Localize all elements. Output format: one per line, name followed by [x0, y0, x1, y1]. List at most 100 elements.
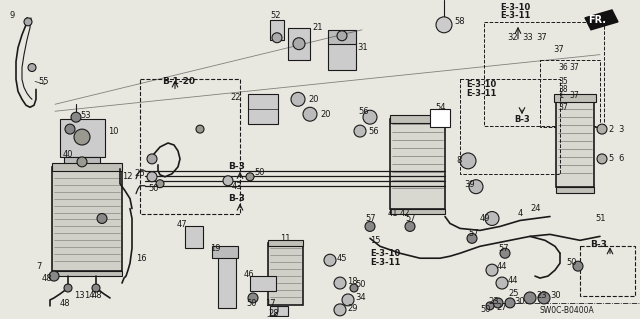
Circle shape	[248, 293, 258, 303]
Text: 21: 21	[312, 23, 323, 32]
Circle shape	[272, 33, 282, 43]
Text: 25: 25	[508, 289, 518, 299]
Text: 50: 50	[480, 305, 490, 314]
Text: 7: 7	[36, 262, 42, 271]
Bar	[270, 20, 284, 40]
Circle shape	[324, 254, 336, 266]
Text: 15: 15	[370, 236, 381, 245]
Text: 23: 23	[536, 292, 547, 300]
Text: 4: 4	[518, 209, 524, 218]
Text: 6: 6	[618, 154, 623, 163]
Circle shape	[524, 292, 536, 304]
Circle shape	[147, 154, 157, 164]
Circle shape	[350, 284, 358, 292]
Bar	[328, 30, 356, 44]
Circle shape	[71, 112, 81, 122]
Circle shape	[334, 304, 346, 316]
Text: 50: 50	[148, 184, 159, 193]
Text: 50: 50	[246, 300, 257, 308]
Bar	[248, 94, 278, 124]
Circle shape	[334, 277, 346, 289]
Bar	[60, 119, 105, 157]
Circle shape	[303, 107, 317, 121]
Bar	[250, 276, 276, 291]
Text: 53: 53	[80, 111, 91, 120]
Text: B-3: B-3	[590, 240, 607, 249]
Text: 44: 44	[508, 276, 518, 285]
Bar	[390, 209, 445, 213]
Text: B-3: B-3	[228, 162, 245, 171]
Circle shape	[597, 124, 607, 134]
Text: 12: 12	[122, 172, 132, 181]
Text: 57: 57	[365, 214, 376, 223]
Bar	[52, 167, 122, 271]
Circle shape	[573, 261, 583, 271]
Text: 56: 56	[358, 107, 369, 116]
Circle shape	[223, 176, 233, 186]
Circle shape	[505, 298, 515, 308]
Text: 44: 44	[497, 262, 508, 271]
Circle shape	[493, 298, 503, 308]
Circle shape	[597, 154, 607, 164]
Text: 24: 24	[530, 204, 541, 213]
Circle shape	[496, 277, 508, 289]
Text: 36: 36	[558, 63, 568, 72]
Text: 11: 11	[280, 234, 291, 243]
Bar	[52, 271, 122, 276]
Text: 50: 50	[355, 279, 365, 289]
Bar	[556, 187, 594, 193]
Text: 5: 5	[608, 154, 613, 163]
Circle shape	[246, 173, 254, 181]
Circle shape	[467, 234, 477, 243]
Text: 22: 22	[230, 93, 241, 102]
Circle shape	[65, 124, 75, 134]
Text: E-3-10: E-3-10	[500, 4, 531, 12]
Text: 33: 33	[522, 33, 532, 42]
Circle shape	[460, 153, 476, 169]
Circle shape	[436, 17, 452, 33]
Text: 58: 58	[454, 17, 465, 26]
Text: 45: 45	[337, 254, 348, 263]
Circle shape	[291, 93, 305, 106]
Circle shape	[365, 221, 375, 231]
Circle shape	[486, 264, 498, 276]
Text: 40: 40	[63, 151, 73, 160]
Circle shape	[77, 157, 87, 167]
Bar	[556, 97, 594, 187]
Circle shape	[538, 292, 550, 304]
Circle shape	[485, 211, 499, 226]
Text: 55: 55	[38, 77, 49, 86]
Text: 19: 19	[210, 244, 221, 253]
Circle shape	[500, 248, 510, 258]
Text: 51: 51	[595, 214, 605, 223]
Text: 56: 56	[368, 127, 379, 136]
Text: 57: 57	[498, 244, 509, 253]
Circle shape	[196, 125, 204, 133]
Circle shape	[486, 302, 494, 310]
Circle shape	[24, 18, 32, 26]
Bar	[52, 163, 122, 171]
Circle shape	[469, 180, 483, 194]
Circle shape	[342, 294, 354, 306]
Text: 41: 41	[388, 209, 399, 218]
Text: B-3: B-3	[228, 194, 245, 203]
Bar	[212, 246, 238, 258]
Bar	[185, 226, 203, 248]
Text: 35: 35	[558, 77, 568, 86]
Text: 57: 57	[468, 229, 479, 238]
Bar	[328, 42, 356, 70]
Text: 16: 16	[136, 254, 147, 263]
Text: 2: 2	[608, 125, 613, 134]
Bar	[140, 79, 240, 213]
Text: 39: 39	[464, 180, 475, 189]
Text: 48: 48	[42, 274, 52, 283]
Text: 42: 42	[400, 209, 410, 218]
Bar	[540, 60, 600, 127]
Text: 27: 27	[496, 303, 507, 312]
Text: E-3-11: E-3-11	[500, 11, 531, 20]
Circle shape	[49, 271, 59, 281]
Circle shape	[64, 284, 72, 292]
Text: 34: 34	[355, 293, 365, 302]
Circle shape	[405, 221, 415, 231]
Bar	[288, 28, 310, 60]
